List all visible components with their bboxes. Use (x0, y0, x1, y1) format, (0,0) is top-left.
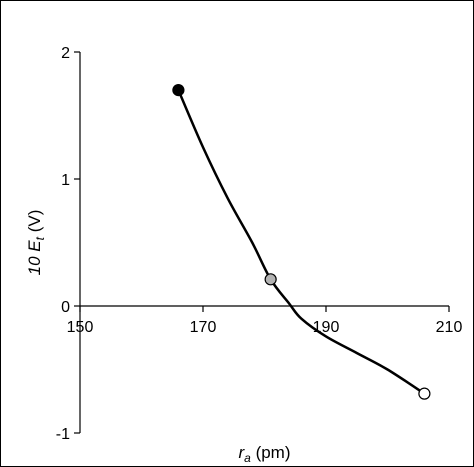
x-tick-label: 210 (436, 319, 463, 336)
x-axis-title-sub: a (244, 451, 251, 465)
ticks (74, 51, 450, 434)
y-tick-label: 1 (61, 172, 70, 189)
x-axis-title-var: r (238, 443, 245, 462)
tick-labels: -1 0 1 2 150 170 190 210 (56, 45, 463, 443)
series-line (177, 89, 426, 395)
y-axis-title-sub: t (33, 236, 47, 240)
markers (172, 83, 431, 400)
y-axis-title-unit: (V) (25, 210, 44, 237)
data-point (172, 83, 185, 97)
axes (79, 52, 449, 433)
y-axis-title-pre: 10 (25, 252, 44, 276)
y-tick-label: -1 (56, 426, 70, 443)
x-tick-label: 150 (67, 319, 94, 336)
y-tick-label: 0 (61, 299, 70, 316)
x-axis-title: ra (pm) (238, 443, 290, 465)
y-tick-label: 2 (61, 45, 70, 62)
x-axis-title-unit: (pm) (251, 443, 291, 462)
series (177, 89, 426, 395)
data-point (418, 387, 431, 400)
y-axis-title: 10 Et (V) (25, 210, 47, 276)
x-tick-label: 170 (190, 319, 217, 336)
data-point (264, 273, 277, 286)
x-tick-label: 190 (313, 319, 340, 336)
y-axis-title-var: E (25, 240, 44, 252)
